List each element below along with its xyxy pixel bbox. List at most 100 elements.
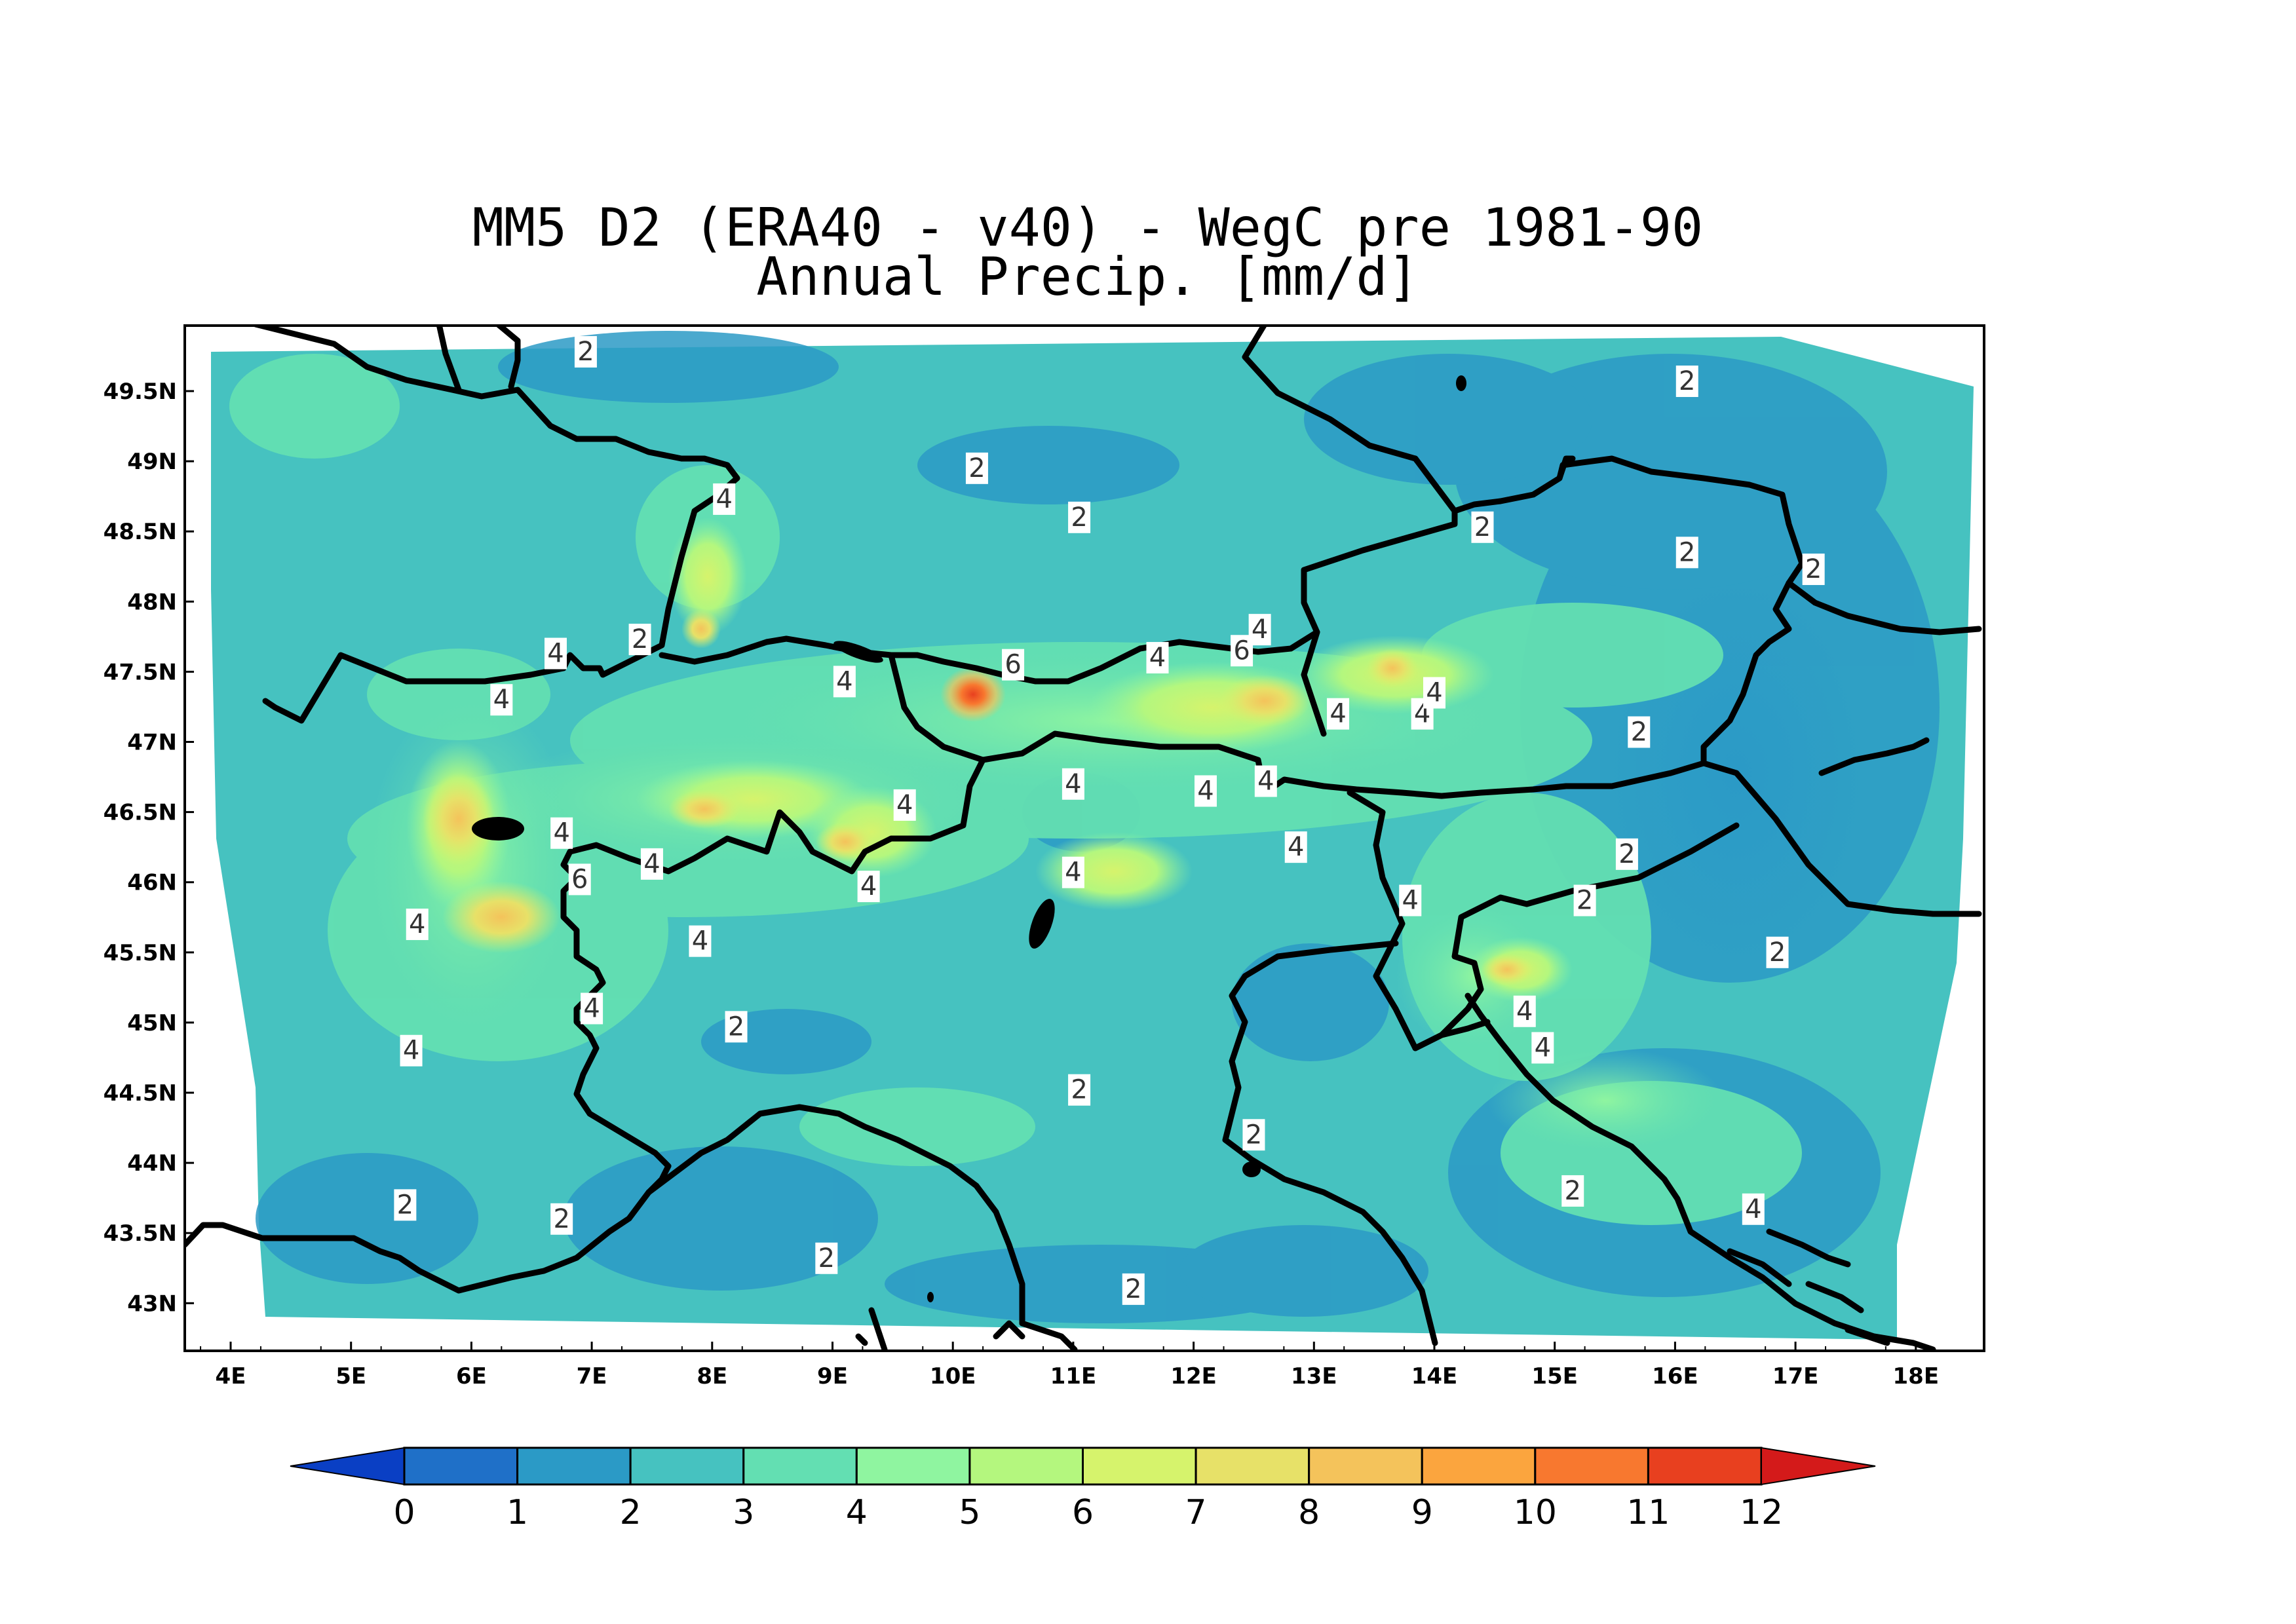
contour-label: 4 [689, 925, 712, 957]
svg-text:2: 2 [1631, 717, 1647, 747]
lon-tick-label: 14E [1411, 1363, 1458, 1389]
contour-label: 2 [1675, 366, 1698, 398]
svg-text:4: 4 [1535, 1032, 1551, 1063]
contour-label: 2 [1471, 511, 1494, 543]
contour-label: 4 [1254, 765, 1277, 797]
contour-label: 4 [1062, 768, 1084, 800]
svg-text:2: 2 [968, 453, 985, 483]
contour-label: 4 [581, 992, 603, 1025]
colorbar-label: 11 [1626, 1493, 1670, 1532]
svg-text:4: 4 [1252, 614, 1268, 645]
colorbar: 0 1 2 3 4 5 6 7 8 9 10 11 12 [290, 1446, 1876, 1532]
colorbar-label: 6 [1072, 1493, 1094, 1532]
colorbar-label: 4 [846, 1493, 868, 1532]
svg-text:2: 2 [728, 1011, 744, 1042]
lat-tick-label: 44N [127, 1150, 177, 1177]
svg-text:4: 4 [836, 666, 852, 696]
contour-label: 2 [394, 1189, 417, 1221]
colorbar-label: 2 [620, 1493, 641, 1532]
svg-text:4: 4 [553, 818, 569, 848]
svg-text:4: 4 [1516, 996, 1533, 1027]
colorbar-label: 1 [507, 1493, 528, 1532]
svg-text:4: 4 [1330, 699, 1346, 729]
svg-text:2: 2 [1071, 1075, 1087, 1105]
contour-label: 2 [1122, 1273, 1145, 1305]
contour-label: 4 [400, 1034, 423, 1067]
colorbar-label: 10 [1514, 1493, 1557, 1532]
contour-label: 2 [1068, 501, 1091, 533]
svg-text:4: 4 [1197, 776, 1214, 806]
contour-label: 4 [857, 871, 880, 903]
colorbar-over-arrow [1761, 1446, 1876, 1486]
contour-label: 4 [1531, 1032, 1554, 1064]
lon-tick-label: 16E [1652, 1363, 1698, 1389]
colorbar-swatch [1195, 1446, 1311, 1486]
contour-label: 4 [1327, 698, 1350, 730]
lat-tick-label: 47N [127, 730, 177, 756]
contour-label: 4 [1284, 831, 1307, 863]
contour-label: 4 [713, 483, 736, 515]
svg-text:2: 2 [1679, 366, 1695, 396]
contour-label: 4 [1513, 995, 1536, 1027]
svg-text:4: 4 [643, 849, 660, 879]
svg-text:2: 2 [1474, 512, 1491, 542]
lon-tick-label: 7E [577, 1363, 607, 1389]
svg-text:4: 4 [692, 926, 708, 956]
svg-text:2: 2 [1565, 1176, 1581, 1206]
svg-text:2: 2 [818, 1243, 835, 1274]
contour-label: 4 [406, 908, 429, 940]
lon-tick-label: 5E [335, 1363, 366, 1389]
lon-tick-label: 11E [1050, 1363, 1097, 1389]
contour-label: 2 [1068, 1074, 1091, 1106]
contour-label: 4 [893, 789, 916, 821]
contour-label: 2 [1675, 537, 1698, 569]
colorbar-swatch [1308, 1446, 1423, 1486]
colorbar-label: 7 [1185, 1493, 1207, 1532]
colorbar-swatch [403, 1446, 519, 1486]
lat-tick-label: 47.5N [104, 659, 177, 685]
lakes [472, 375, 1466, 1302]
contour-label: 2 [1573, 884, 1596, 916]
lon-tick-label: 15E [1531, 1363, 1578, 1389]
contour-label: 4 [550, 817, 573, 849]
svg-text:4: 4 [1426, 678, 1442, 708]
contour-label: 2 [965, 452, 988, 484]
colorbar-swatch [1421, 1446, 1537, 1486]
lon-tick-label: 8E [697, 1363, 727, 1389]
colorbar-swatch [968, 1446, 1084, 1486]
contour-label: 2 [1615, 838, 1638, 870]
colorbar-label: 8 [1298, 1493, 1320, 1532]
svg-text:4: 4 [1065, 858, 1081, 888]
svg-text:2: 2 [1769, 937, 1786, 968]
svg-text:2: 2 [1246, 1120, 1262, 1150]
contour-label: 4 [1248, 614, 1271, 646]
svg-text:4: 4 [409, 909, 425, 939]
svg-text:4: 4 [1402, 886, 1419, 916]
svg-text:2: 2 [1577, 886, 1593, 916]
svg-text:4: 4 [896, 790, 913, 820]
lat-tick-label: 48.5N [104, 519, 177, 545]
svg-text:2: 2 [577, 337, 594, 367]
colorbar-label: 0 [393, 1493, 415, 1532]
colorbar-label: 9 [1411, 1493, 1433, 1532]
colorbar-swatch [1534, 1446, 1649, 1486]
svg-text:4: 4 [1745, 1194, 1761, 1224]
political-boundaries [185, 326, 1982, 1351]
colorbar-swatch [855, 1446, 971, 1486]
lon-tick-label: 6E [456, 1363, 487, 1389]
map-subtitle: Annual Precip. [mm/d] [756, 246, 1419, 307]
lat-tick-label: 46N [127, 870, 177, 896]
lat-tick-label: 46.5N [104, 800, 177, 826]
svg-text:4: 4 [716, 484, 732, 514]
contour-label: 4 [1399, 884, 1422, 916]
colorbar-label: 5 [959, 1493, 980, 1532]
lat-tick-label: 49N [127, 449, 177, 475]
contour-label: 2 [815, 1242, 838, 1274]
svg-text:4: 4 [1149, 643, 1166, 673]
contour-label: 2 [1628, 716, 1651, 748]
svg-text:2: 2 [1125, 1274, 1141, 1304]
colorbar-swatch [1082, 1446, 1197, 1486]
lon-tick-label: 18E [1893, 1363, 1940, 1389]
lat-tick-label: 44.5N [104, 1080, 177, 1106]
